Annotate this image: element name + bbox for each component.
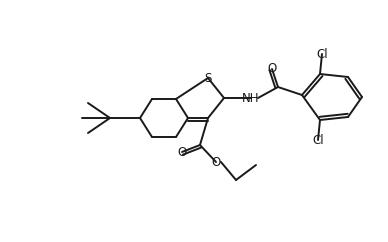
Text: O: O (211, 156, 221, 168)
Text: Cl: Cl (316, 47, 328, 60)
Text: O: O (177, 145, 187, 159)
Text: S: S (204, 71, 212, 84)
Text: O: O (267, 62, 277, 76)
Text: Cl: Cl (312, 134, 324, 146)
Text: NH: NH (242, 91, 260, 105)
